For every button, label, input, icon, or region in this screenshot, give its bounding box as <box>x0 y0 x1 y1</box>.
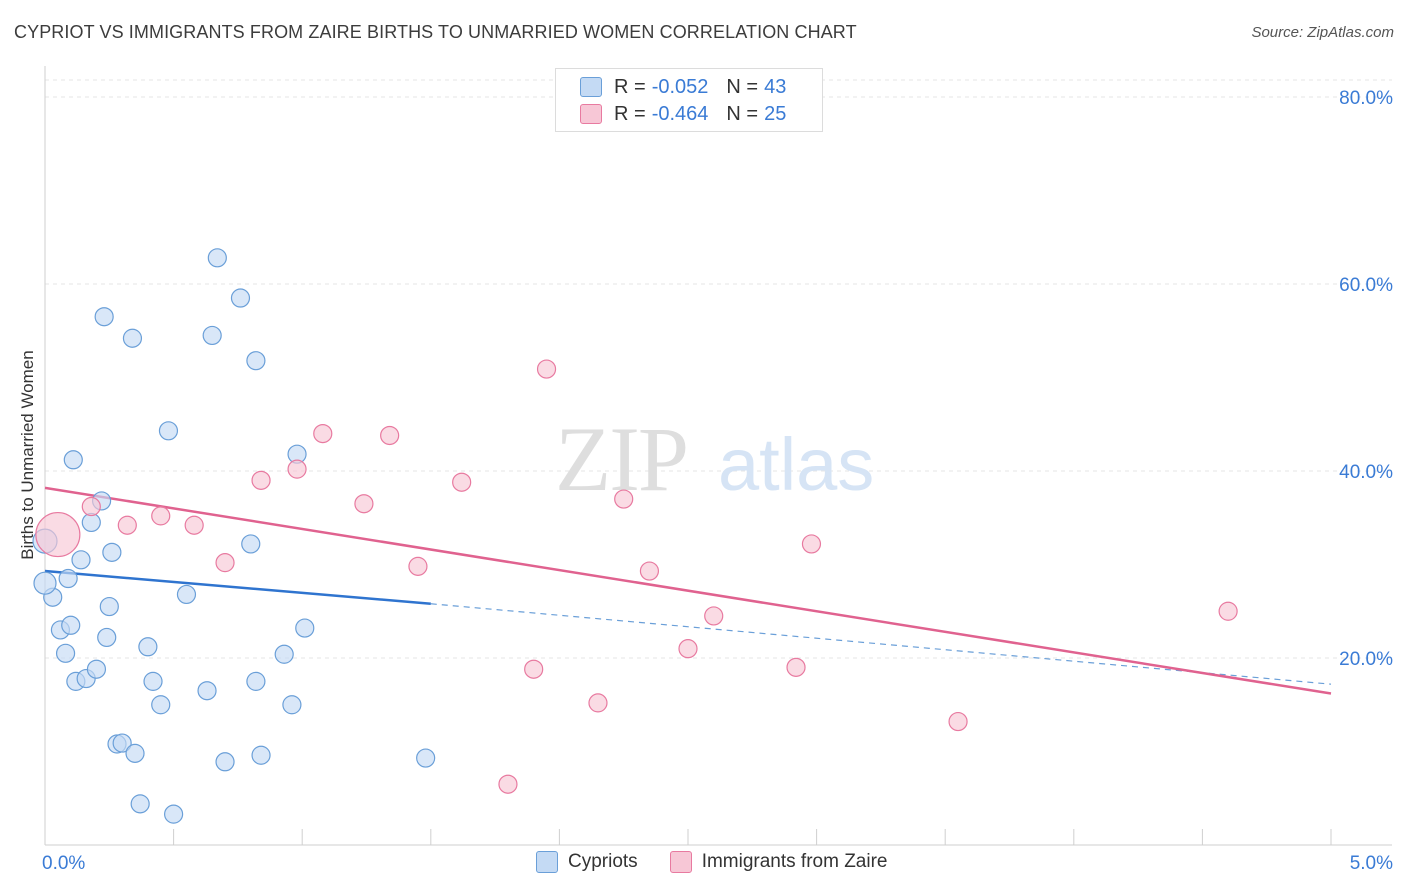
point-zaire <box>639 561 660 581</box>
point-cypriots <box>416 748 436 768</box>
point-zaire <box>1218 601 1238 621</box>
trend-lines <box>44 486 1332 695</box>
point-cypriots <box>102 542 122 562</box>
n-value: 43 <box>764 75 787 98</box>
point-zaire <box>452 472 472 492</box>
stats-legend: R = -0.052 N = 43 R = -0.464 N = 25 <box>555 68 823 132</box>
point-cypriots <box>86 659 107 679</box>
y-tick-label: 60.0% <box>1339 275 1393 296</box>
n-label: N = <box>726 102 759 125</box>
legend-item-zaire[interactable]: Immigrants from Zaire <box>669 851 888 873</box>
point-zaire <box>588 693 608 713</box>
point-cypriots <box>274 644 294 664</box>
point-cypriots <box>63 450 83 470</box>
stats-row-zaire: R = -0.464 N = 25 <box>580 101 786 127</box>
point-cypriots <box>138 637 158 657</box>
point-cypriots <box>122 328 143 348</box>
legend-item-cypriots[interactable]: Cypriots <box>536 851 638 873</box>
r-value: -0.052 <box>651 75 709 98</box>
point-zaire <box>524 659 544 679</box>
y-tick-label: 20.0% <box>1339 649 1393 670</box>
point-cypriots <box>158 421 179 441</box>
point-zaire <box>287 459 307 479</box>
point-cypriots <box>125 743 145 763</box>
axes <box>44 66 1392 846</box>
point-zaire <box>81 496 101 517</box>
point-zaire <box>151 506 171 526</box>
point-zaire <box>251 470 271 490</box>
trend-line-cypriots <box>44 569 431 606</box>
point-cypriots <box>246 351 266 371</box>
zaire-swatch <box>580 104 602 124</box>
point-zaire <box>117 515 137 535</box>
point-cypriots <box>295 618 315 638</box>
point-cypriots <box>197 681 217 701</box>
cypriots-swatch <box>580 77 602 97</box>
point-zaire <box>408 556 428 576</box>
point-zaire <box>948 711 968 732</box>
zaire-legend-swatch <box>669 851 692 873</box>
chart-title: CYPRIOT VS IMMIGRANTS FROM ZAIRE BIRTHS … <box>14 22 857 42</box>
point-zaire <box>614 489 634 509</box>
point-cypriots <box>246 671 266 691</box>
legend-label-cypriots: Cypriots <box>568 851 638 872</box>
point-cypriots <box>164 804 184 824</box>
source-label: Source: ZipAtlas.com <box>1251 24 1394 41</box>
point-zaire <box>380 425 400 446</box>
point-cypriots <box>241 534 261 554</box>
cypriots-legend-swatch <box>536 851 558 873</box>
point-zaire <box>786 657 806 677</box>
point-zaire <box>704 606 724 626</box>
point-cypriots <box>176 584 197 605</box>
point-cypriots <box>94 307 114 327</box>
point-zaire <box>801 534 822 554</box>
point-cypriots <box>143 671 163 691</box>
tick-labels: 20.0% 40.0% 60.0% 80.0% 0.0% 5.0% <box>42 88 1393 874</box>
point-zaire <box>35 511 81 558</box>
y-tick-label: 80.0% <box>1339 88 1393 109</box>
x-tick-label: 0.0% <box>42 853 85 874</box>
series-legend: Cypriots Immigrants from Zaire <box>536 851 920 873</box>
point-cypriots <box>33 571 57 595</box>
point-zaire <box>536 359 557 379</box>
point-zaire <box>215 553 235 573</box>
point-cypriots <box>251 745 271 765</box>
point-cypriots <box>207 248 227 268</box>
x-tick-label: 5.0% <box>1350 853 1393 874</box>
point-zaire <box>678 639 698 659</box>
point-cypriots <box>71 550 91 570</box>
point-zaire <box>313 424 333 444</box>
point-cypriots <box>58 568 78 589</box>
point-cypriots <box>97 627 117 648</box>
r-label: R = <box>614 102 646 125</box>
point-cypriots <box>130 794 150 814</box>
r-value: -0.464 <box>651 102 709 125</box>
point-cypriots <box>55 643 76 663</box>
point-zaire <box>354 494 374 514</box>
gridlines <box>45 79 1392 659</box>
point-zaire <box>184 515 204 535</box>
trend-line-zaire <box>44 486 1332 695</box>
point-cypriots <box>230 288 251 308</box>
point-cypriots <box>99 596 119 617</box>
point-zaire <box>498 774 518 794</box>
n-label: N = <box>726 75 759 98</box>
n-value: 25 <box>764 102 787 125</box>
point-cypriots <box>112 733 132 753</box>
stats-row-cypriots: R = -0.052 N = 43 <box>580 74 786 100</box>
r-label: R = <box>614 75 646 98</box>
point-cypriots <box>282 695 302 715</box>
point-cypriots <box>202 325 222 346</box>
data-points <box>32 248 1238 824</box>
y-tick-label: 40.0% <box>1339 462 1393 483</box>
legend-label-zaire: Immigrants from Zaire <box>701 851 888 872</box>
watermark-atlas: atlas <box>718 423 874 506</box>
point-cypriots <box>61 615 81 635</box>
point-cypriots <box>151 695 171 715</box>
point-cypriots <box>215 752 235 772</box>
